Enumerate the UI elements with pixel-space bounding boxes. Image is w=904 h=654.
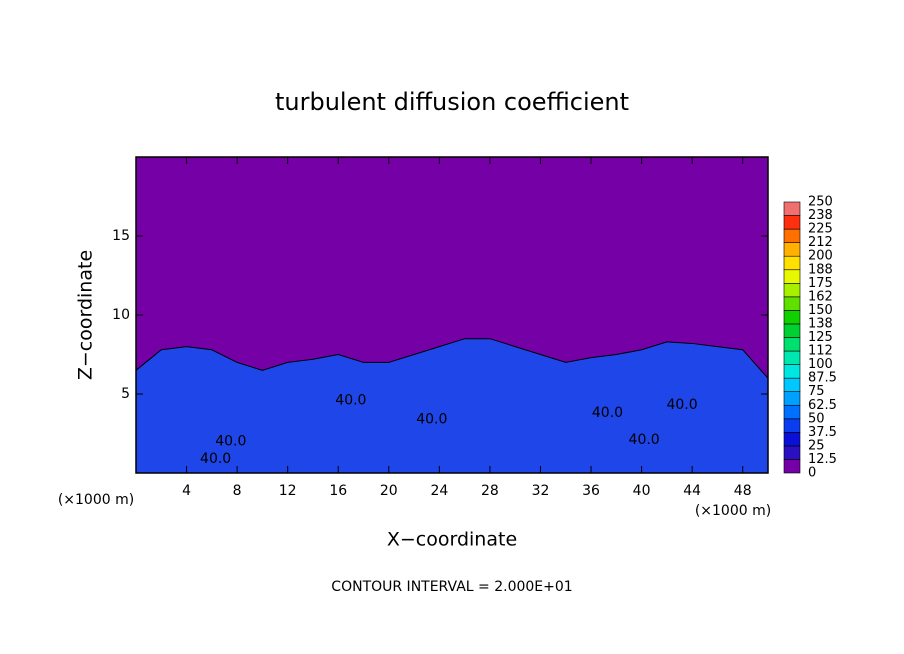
colorbar-band (783, 377, 801, 392)
x-axis-label: X−coordinate (387, 529, 517, 551)
colorbar-band (783, 432, 801, 447)
colorbar-label: 0 (808, 466, 816, 481)
y-tick-label: 15 (112, 228, 130, 244)
colorbar-band (783, 255, 801, 271)
x-unit: (×1000 m) (695, 503, 771, 519)
y-tick-label: 10 (112, 307, 130, 323)
contour-label: 40.0 (215, 433, 246, 449)
colorbar-label: 112 (808, 344, 833, 359)
colorbar-label: 25 (808, 438, 825, 453)
y-tick-label: 5 (121, 386, 130, 402)
colorbar-label: 50 (808, 411, 825, 426)
y-unit: (×1000 m) (58, 492, 134, 508)
colorbar-band (783, 269, 801, 284)
colorbar-label: 62.5 (808, 398, 837, 413)
contour-label: 40.0 (200, 451, 231, 467)
colorbar-label: 150 (808, 303, 833, 318)
annotation: CONTOUR INTERVAL = 2.000E+01 (331, 579, 572, 595)
contour-label: 40.0 (335, 392, 366, 408)
colorbar-band (783, 296, 801, 311)
chart-title: turbulent diffusion coefficient (275, 88, 629, 116)
colorbar-band (783, 228, 801, 243)
x-tick-label: 36 (582, 483, 600, 499)
colorbar-label: 162 (808, 289, 833, 304)
colorbar-label: 238 (808, 208, 833, 223)
colorbar-label: 188 (808, 262, 833, 277)
colorbar-label: 75 (808, 384, 825, 399)
x-tick-label: 12 (279, 483, 297, 499)
contour-label: 40.0 (416, 411, 447, 427)
colorbar-label: 100 (808, 357, 833, 372)
contour-label: 40.0 (666, 397, 697, 413)
colorbar-label: 212 (808, 235, 833, 250)
colorbar-label: 225 (808, 222, 833, 237)
colorbar-band (783, 310, 801, 325)
x-tick-label: 4 (182, 483, 191, 499)
contour-label: 40.0 (592, 405, 623, 421)
colorbar-label: 200 (808, 249, 833, 264)
colorbar-label: 87.5 (808, 371, 837, 386)
colorbar-label: 37.5 (808, 425, 837, 440)
colorbar-band (783, 364, 801, 379)
colorbar-label: 250 (808, 195, 833, 210)
x-tick-label: 28 (481, 483, 499, 499)
colorbar-band (783, 445, 801, 460)
x-tick-label: 16 (329, 483, 347, 499)
colorbar-label: 12.5 (808, 452, 837, 467)
contour-label: 40.0 (629, 432, 660, 448)
colorbar-band (783, 323, 801, 338)
x-tick-label: 24 (430, 483, 448, 499)
colorbar-band (783, 215, 801, 230)
colorbar-label: 175 (808, 276, 833, 291)
colorbar-band (783, 337, 801, 352)
colorbar-band (783, 201, 801, 216)
colorbar-label: 138 (808, 316, 833, 331)
x-tick-label: 32 (532, 483, 550, 499)
x-tick-label: 20 (380, 483, 398, 499)
x-tick-label: 40 (633, 483, 651, 499)
colorbar-band (783, 391, 801, 406)
colorbar-band (783, 350, 801, 365)
x-tick-label: 8 (233, 483, 242, 499)
turbulent-layer (135, 338, 769, 474)
colorbar-band (783, 459, 801, 474)
y-axis-label: Z−coordinate (75, 250, 97, 380)
x-tick-label: 48 (734, 483, 752, 499)
colorbar-band (783, 242, 801, 257)
colorbar-band (783, 282, 801, 298)
colorbar-label: 125 (808, 330, 833, 345)
colorbar-band (783, 418, 801, 433)
colorbar-band (783, 404, 801, 420)
x-tick-label: 44 (683, 483, 701, 499)
